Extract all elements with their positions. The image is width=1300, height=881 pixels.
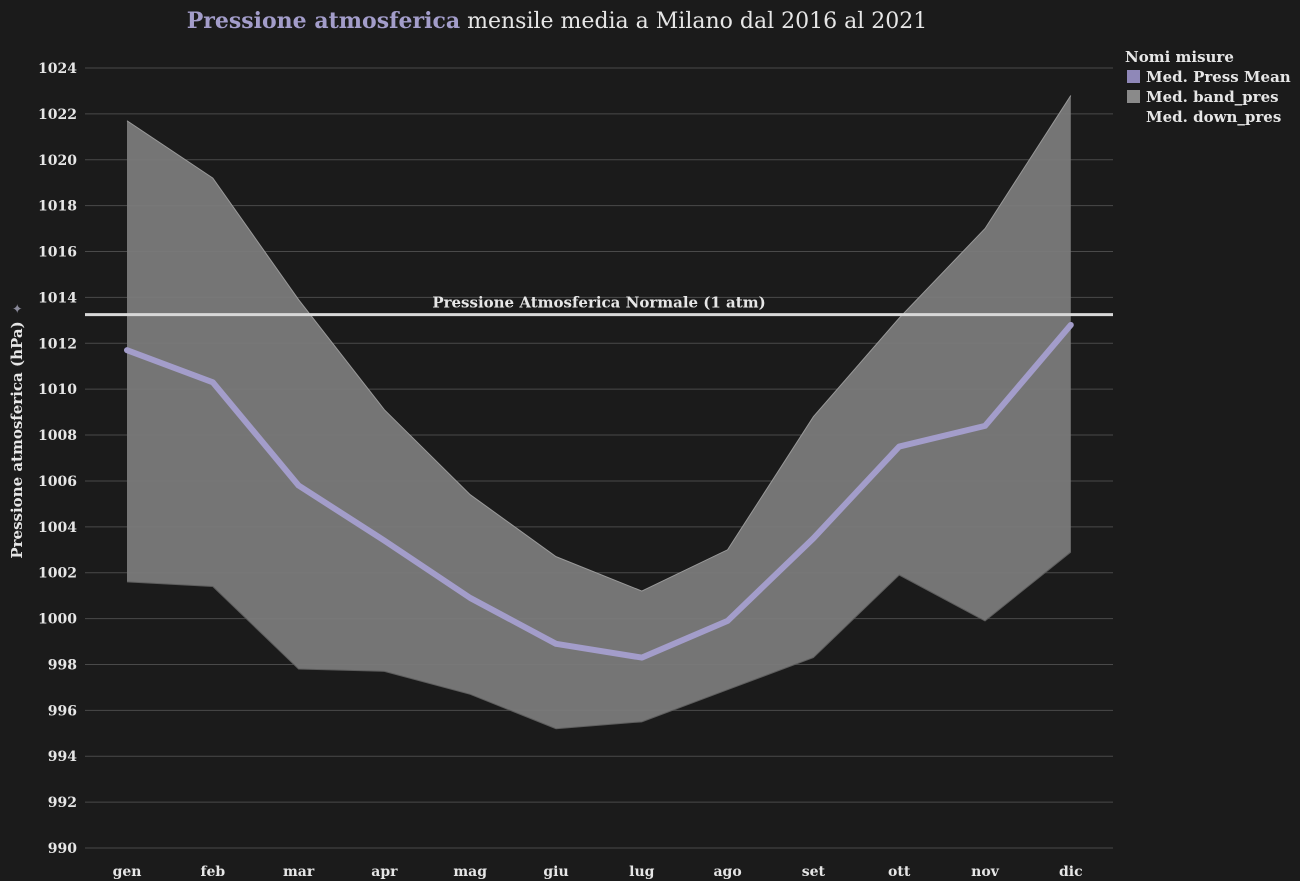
x-tick-label: ago — [713, 864, 741, 880]
x-tick-label: feb — [200, 864, 225, 880]
x-tick-label: ott — [888, 864, 911, 880]
x-tick-label: mar — [283, 864, 315, 880]
x-tick-label: gen — [113, 864, 142, 880]
band-lower-edge — [126, 551, 1072, 730]
band-area — [126, 95, 1072, 730]
x-tick-label: giu — [543, 864, 568, 880]
legend-swatch[interactable] — [1127, 70, 1140, 83]
y-tick-label: 1014 — [38, 290, 77, 306]
y-tick-label: 996 — [48, 703, 77, 719]
chart-title-highlight: Pressione atmosferica — [187, 8, 460, 34]
y-tick-label: 992 — [48, 795, 77, 811]
x-tick-label: dic — [1059, 864, 1083, 880]
legend: Nomi misure Med. Press Mean Med. band_pre… — [1125, 48, 1291, 126]
legend-swatch[interactable] — [1127, 90, 1140, 103]
y-tick-label: 1018 — [38, 199, 77, 215]
y-tick-label: 1010 — [38, 382, 77, 398]
y-tick-label: 1004 — [38, 520, 77, 536]
y-tick-label: 990 — [48, 841, 77, 857]
mean-line-group — [124, 321, 1074, 661]
y-tick-label: 1020 — [38, 153, 77, 169]
y-tick-label: 1002 — [38, 566, 77, 582]
band-pres-area — [127, 95, 1071, 729]
reference-line-label: Pressione Atmosferica Normale (1 atm) — [432, 294, 765, 312]
y-tick-label: 1022 — [38, 107, 77, 123]
y-tick-label: 1000 — [38, 612, 77, 628]
x-tick-label: lug — [629, 864, 654, 880]
y-tick-label: 1012 — [38, 336, 77, 352]
y-axis-ticks: 990 992 994 996 998 1000 1002 1004 1006 1008 1010 1… — [38, 61, 77, 857]
legend-item-label[interactable]: Med. band_pres — [1146, 88, 1279, 106]
chart-title-rest: mensile media a Milano dal 2016 al 2021 — [460, 9, 927, 34]
y-tick-label: 998 — [48, 657, 77, 673]
mean-pressure-line — [124, 321, 1074, 661]
x-axis-ticks: gen feb mar apr mag giu lug ago set ott nov dic — [113, 864, 1083, 880]
x-tick-label: set — [802, 864, 826, 880]
chart-title: Pressione atmosferica mensile media a Mi… — [187, 8, 928, 34]
pin-icon[interactable]: ✦ — [11, 303, 26, 314]
y-tick-label: 1006 — [38, 474, 77, 490]
y-axis-title: Pressione atmosferica (hPa) — [8, 321, 26, 558]
legend-item-label[interactable]: Med. down_pres — [1146, 108, 1281, 126]
band-upper-edge — [126, 95, 1072, 592]
y-tick-label: 1008 — [38, 428, 77, 444]
y-tick-label: 994 — [48, 749, 77, 765]
y-tick-label: 1016 — [38, 245, 77, 261]
legend-title: Nomi misure — [1125, 48, 1234, 66]
y-tick-label: 1024 — [38, 61, 77, 77]
x-tick-label: nov — [971, 864, 1000, 880]
x-tick-label: apr — [371, 864, 398, 880]
x-tick-label: mag — [453, 864, 487, 880]
reference-line-group: Pressione Atmosferica Normale (1 atm) — [85, 294, 1113, 317]
legend-item-label[interactable]: Med. Press Mean — [1146, 68, 1291, 86]
